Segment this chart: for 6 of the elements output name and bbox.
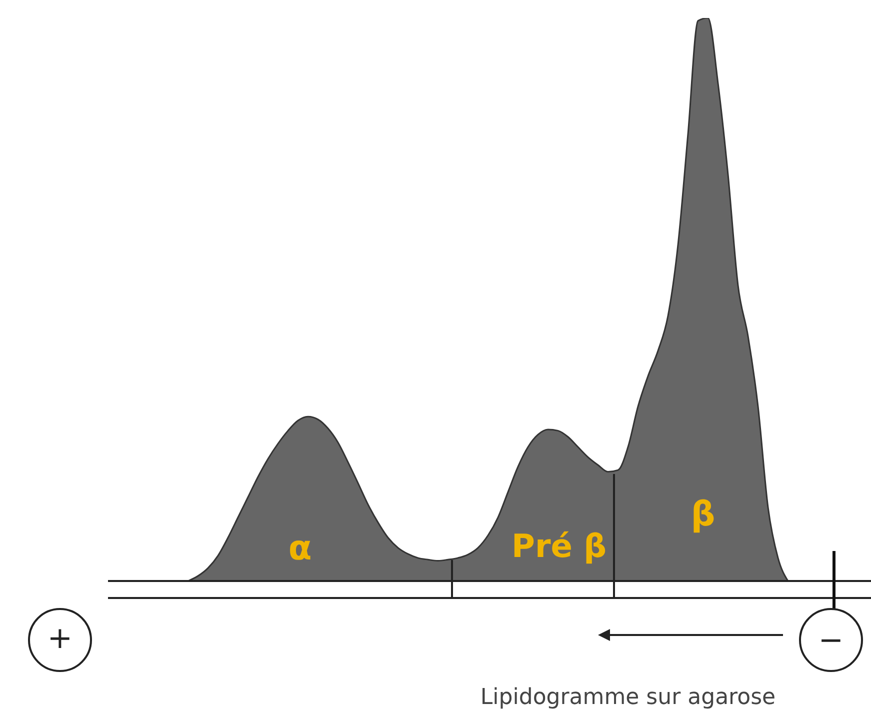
text: Lipidogramme sur agarose	[480, 685, 776, 710]
annotation: α	[288, 528, 312, 568]
annotation: β	[690, 494, 716, 534]
annotation: Pré β	[512, 526, 606, 565]
text: +	[47, 621, 73, 656]
text: −	[818, 623, 844, 658]
